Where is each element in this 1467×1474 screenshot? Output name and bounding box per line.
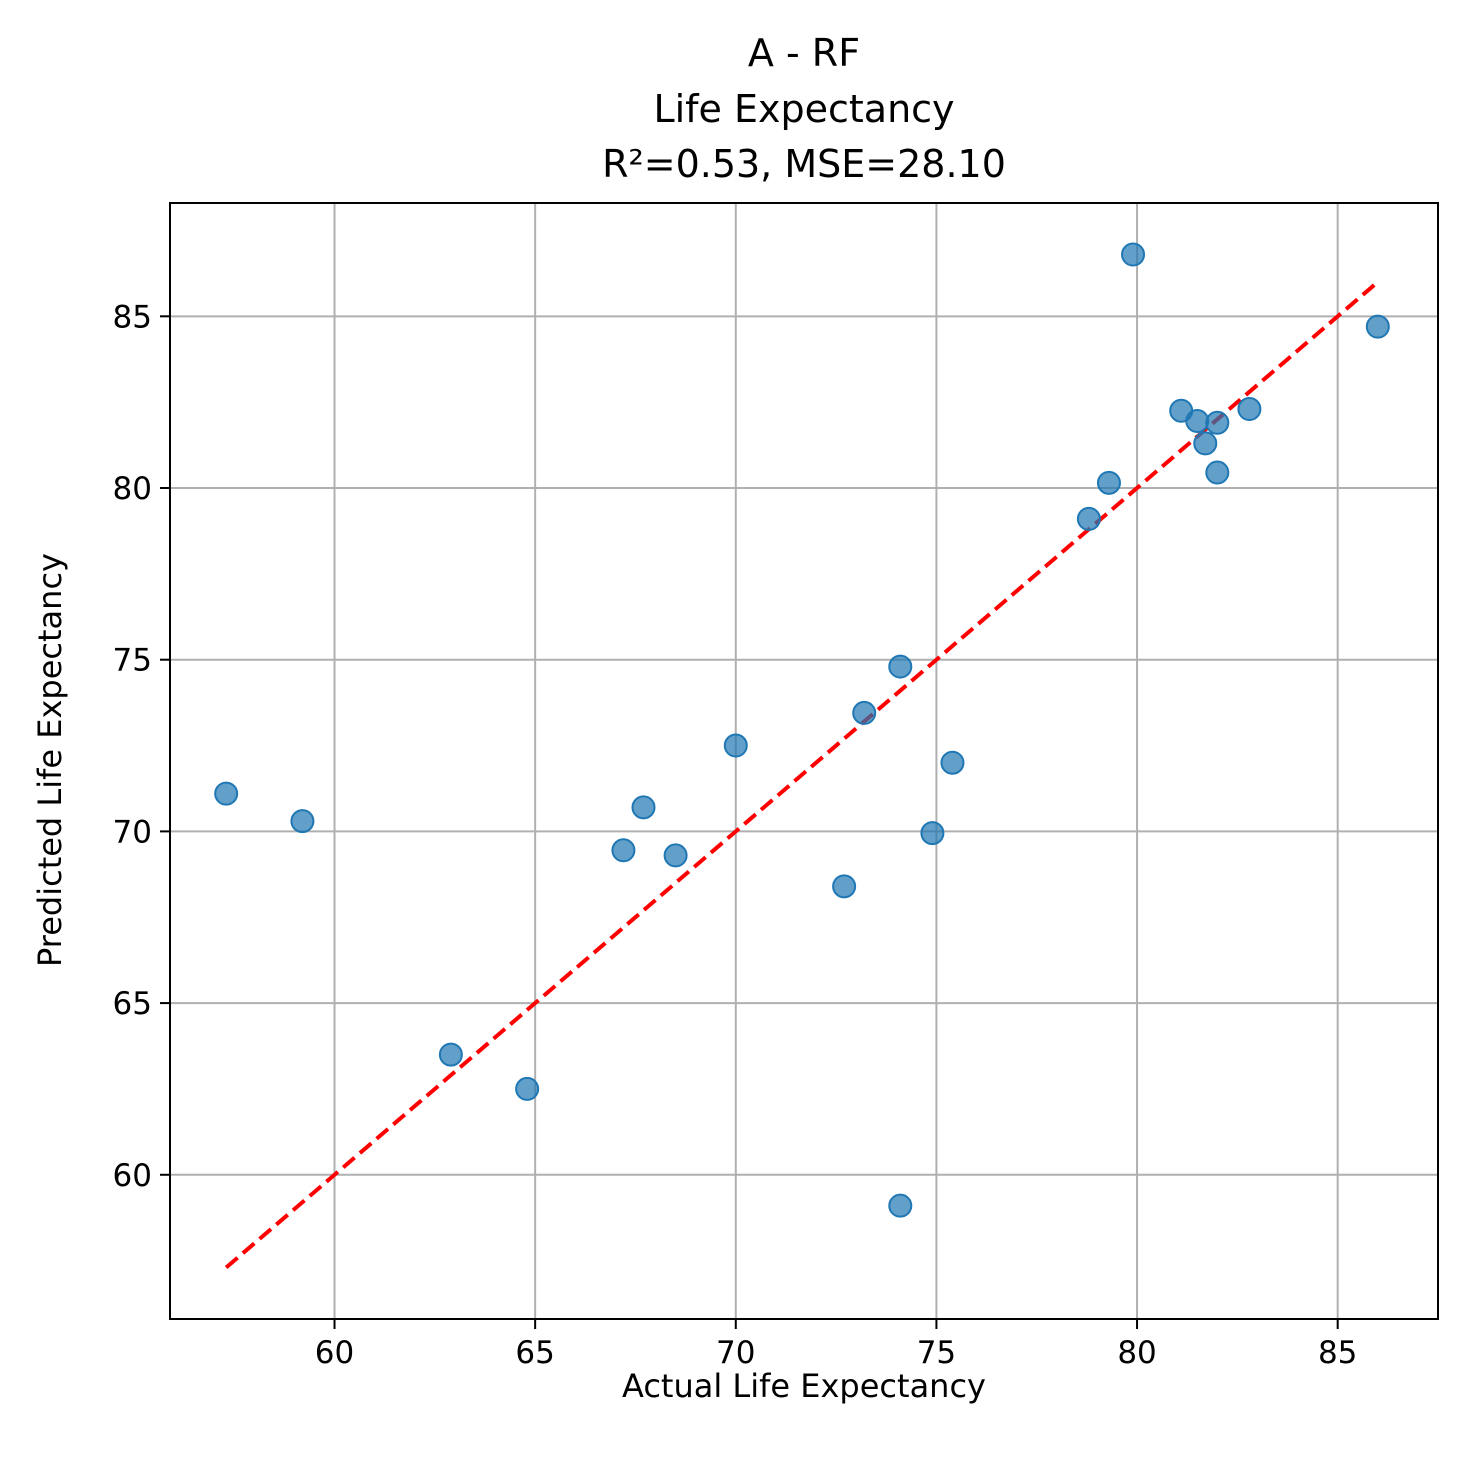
y-tick-label: 65 — [113, 986, 152, 1022]
data-point — [1365, 314, 1390, 339]
data-point — [888, 654, 913, 679]
reference-line — [224, 280, 1380, 1270]
data-point — [1185, 409, 1210, 434]
chart-title-line-3: R²=0.53, MSE=28.10 — [602, 142, 1006, 186]
data-point — [1205, 460, 1230, 485]
data-point — [1193, 431, 1218, 456]
data-point — [940, 750, 965, 775]
data-point — [663, 843, 688, 868]
data-point — [214, 781, 239, 806]
data-point — [290, 809, 315, 834]
y-tick-label: 60 — [113, 1158, 152, 1194]
y-tick-label: 80 — [113, 471, 152, 507]
data-point — [1237, 397, 1262, 422]
data-point — [920, 821, 945, 846]
x-tick-label: 65 — [515, 1335, 554, 1371]
data-point — [852, 700, 877, 725]
data-point — [631, 795, 656, 820]
data-point — [1096, 470, 1121, 495]
data-point — [832, 874, 857, 899]
data-point — [723, 733, 748, 758]
plot-frame — [169, 202, 1439, 1320]
y-axis-ticks: 60 65 70 75 80 85 — [113, 299, 170, 1194]
x-tick-label: 85 — [1318, 1335, 1357, 1371]
x-tick-label: 75 — [917, 1335, 956, 1371]
x-tick-label: 70 — [716, 1335, 755, 1371]
data-point — [888, 1193, 913, 1218]
x-tick-label: 80 — [1117, 1335, 1156, 1371]
chart-title-line-2: Life Expectancy — [653, 87, 955, 131]
x-tick-label: 60 — [315, 1335, 354, 1371]
chart-title-line-1: A - RF — [747, 31, 861, 75]
data-point — [1205, 410, 1230, 435]
reference-line-group — [224, 280, 1380, 1270]
y-tick-label: 85 — [113, 299, 152, 335]
data-point — [515, 1076, 540, 1101]
x-axis-ticks: 60 65 70 75 80 85 — [315, 1319, 1357, 1371]
data-point — [438, 1042, 463, 1067]
y-axis-label: Predicted Life Expectancy — [31, 553, 69, 967]
grid-lines — [170, 203, 1438, 1319]
data-points — [214, 242, 1390, 1218]
data-point — [1076, 506, 1101, 531]
y-tick-label: 70 — [113, 814, 152, 850]
data-point — [611, 838, 636, 863]
data-point — [1121, 242, 1146, 267]
x-axis-label: Actual Life Expectancy — [622, 1367, 986, 1405]
y-tick-label: 75 — [113, 643, 152, 679]
